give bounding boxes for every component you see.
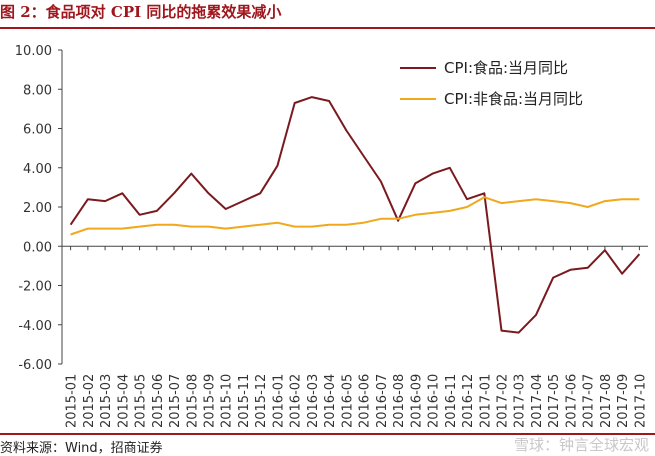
x-tick-label: 2015-02	[82, 374, 97, 428]
series-line-food	[69, 96, 641, 334]
x-tick-label: 2017-03	[513, 374, 528, 428]
x-tick-label: 2016-11	[444, 374, 459, 428]
x-tick-label: 2017-01	[478, 374, 493, 428]
y-tick-label: 0.00	[23, 240, 52, 255]
y-tick-label: 4.00	[23, 162, 52, 177]
x-tick-label: 2015-09	[203, 374, 218, 428]
x-tick-label: 2016-08	[392, 374, 407, 428]
source-note: 资料来源：Wind，招商证券	[0, 441, 163, 456]
x-tick-label: 2017-08	[599, 374, 614, 428]
x-tick-label: 2015-06	[151, 374, 166, 428]
x-tick-label: 2016-12	[461, 374, 476, 428]
y-tick-label: 6.00	[23, 123, 52, 138]
x-tick-label: 2017-02	[496, 374, 511, 428]
x-tick-label: 2016-04	[323, 374, 338, 428]
x-tick-label: 2015-08	[185, 374, 200, 428]
x-tick-label: 2015-11	[237, 374, 252, 428]
series-line-nonfood	[70, 196, 640, 236]
y-tick-label: 8.00	[23, 83, 52, 98]
x-tick-label: 2015-03	[99, 374, 114, 428]
chart-legend: CPI:食品:当月同比 CPI:非食品:当月同比	[400, 59, 583, 108]
x-tick-label: 2015-10	[220, 374, 235, 428]
x-tick-label: 2016-09	[409, 374, 424, 428]
x-tick-label: 2015-01	[65, 374, 80, 428]
x-tick-label: 2017-05	[547, 374, 562, 428]
x-tick-label: 2016-03	[306, 374, 321, 428]
x-tick-label: 2017-07	[582, 374, 597, 428]
x-tick-label: 2016-05	[340, 374, 355, 428]
x-tick-label: 2017-06	[564, 374, 579, 428]
x-tick-label: 2015-05	[134, 374, 149, 428]
x-tick-label: 2016-01	[271, 374, 286, 428]
x-tick-label: 2016-02	[289, 374, 304, 428]
y-tick-label: -4.00	[18, 319, 52, 334]
title-divider	[0, 27, 655, 29]
x-tick-label: 2017-10	[633, 374, 648, 428]
legend-label: CPI:食品:当月同比	[444, 59, 568, 77]
x-tick-label: 2016-06	[358, 374, 373, 428]
y-axis-ticks: 10.00 8.00 6.00 4.00 2.00 0.00 -2.00 -4.00 -6.00	[15, 44, 62, 373]
y-tick-label: -6.00	[18, 358, 52, 373]
footer-divider	[0, 433, 655, 435]
chart-series	[69, 96, 641, 334]
x-tick-label: 2016-07	[375, 374, 390, 428]
watermark: 雪球：钟言全球宏观	[513, 436, 649, 454]
y-tick-label: -2.00	[18, 280, 52, 295]
figure-title: 图 2：食品项对 CPI 同比的拖累效果减小	[0, 3, 282, 21]
x-tick-label: 2017-04	[530, 374, 545, 428]
x-tick-label: 2015-12	[254, 374, 269, 428]
x-tick-label: 2016-10	[427, 374, 442, 428]
x-tick-label: 2015-04	[116, 374, 131, 428]
legend-label: CPI:非食品:当月同比	[444, 90, 583, 108]
y-tick-label: 2.00	[23, 201, 52, 216]
y-tick-label: 10.00	[15, 44, 52, 59]
x-axis-ticks: 2015-01 2015-02 2015-03 2015-04 2015-05 2015-…	[65, 246, 648, 428]
x-tick-label: 2017-09	[616, 374, 631, 428]
x-tick-label: 2015-07	[168, 374, 183, 428]
